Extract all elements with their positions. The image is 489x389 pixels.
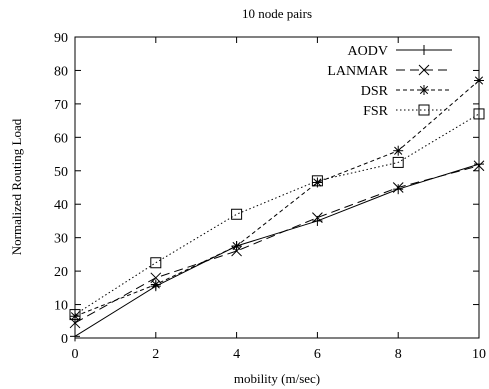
x-tick-label: 2	[152, 347, 159, 362]
y-tick-label: 30	[54, 232, 68, 247]
data-point-fsr	[473, 108, 485, 120]
y-tick-label: 70	[54, 98, 68, 113]
data-point-aodv	[70, 331, 80, 342]
y-tick-label: 60	[54, 131, 68, 146]
legend-item-lanmar: LANMAR	[327, 64, 452, 79]
series-aodv	[70, 159, 484, 342]
legend-marker	[419, 45, 429, 55]
data-point-fsr	[150, 257, 162, 269]
y-tick-label: 20	[54, 265, 68, 280]
data-point-dsr	[150, 279, 161, 290]
data-point-dsr	[70, 311, 80, 322]
series-line-lanmar	[74, 165, 480, 324]
legend-item-fsr: FSR	[363, 104, 452, 119]
data-point-fsr	[231, 208, 243, 220]
x-tick-label: 6	[314, 347, 321, 362]
y-tick-label: 50	[54, 165, 68, 180]
data-point-dsr	[393, 145, 404, 156]
series-lanmar	[69, 160, 485, 329]
x-tick-label: 4	[233, 347, 240, 362]
y-axis: 0 10 20 30 40 50 60 70 80 90	[54, 31, 479, 347]
data-point-fsr	[311, 175, 323, 187]
y-tick-label: 10	[54, 299, 68, 314]
data-point-aodv	[393, 184, 404, 195]
legend-label: FSR	[363, 104, 389, 119]
x-axis-label: mobility (m/sec)	[234, 371, 320, 386]
x-tick-label: 0	[72, 347, 79, 362]
x-tick-label: 10	[472, 347, 486, 362]
legend-label: DSR	[361, 84, 389, 99]
chart-title: 10 node pairs	[242, 6, 312, 21]
y-tick-label: 80	[54, 64, 68, 79]
x-tick-label: 8	[395, 347, 402, 362]
series-line-dsr	[74, 80, 480, 317]
x-axis: 0 2 4 6 8 10	[72, 37, 486, 362]
y-axis-label: Normalized Routing Load	[9, 118, 24, 255]
legend: AODV LANMAR DSR FSR	[327, 44, 452, 119]
data-point-lanmar	[392, 182, 404, 193]
legend-marker	[418, 104, 430, 116]
series-fsr	[69, 108, 485, 321]
y-tick-label: 40	[54, 198, 68, 213]
data-point-lanmar	[312, 212, 323, 223]
series-line-fsr	[74, 113, 480, 316]
legend-marker	[419, 85, 429, 95]
series-line-aodv	[74, 163, 480, 337]
y-tick-label: 90	[54, 31, 68, 46]
data-point-dsr	[474, 75, 484, 86]
legend-item-aodv: AODV	[348, 44, 452, 59]
data-point-lanmar	[473, 160, 485, 172]
legend-label: AODV	[348, 44, 388, 59]
data-point-fsr	[69, 309, 81, 321]
legend-marker	[418, 64, 430, 76]
legend-item-dsr: DSR	[361, 84, 452, 99]
data-point-dsr	[231, 241, 242, 252]
data-point-fsr	[392, 156, 404, 168]
data-point-aodv	[474, 159, 484, 170]
legend-label: LANMAR	[327, 64, 388, 79]
y-tick-label: 0	[61, 332, 68, 347]
series-layer	[69, 75, 485, 342]
series-dsr	[70, 75, 484, 322]
plot-area	[74, 36, 480, 339]
data-point-lanmar	[231, 245, 242, 257]
